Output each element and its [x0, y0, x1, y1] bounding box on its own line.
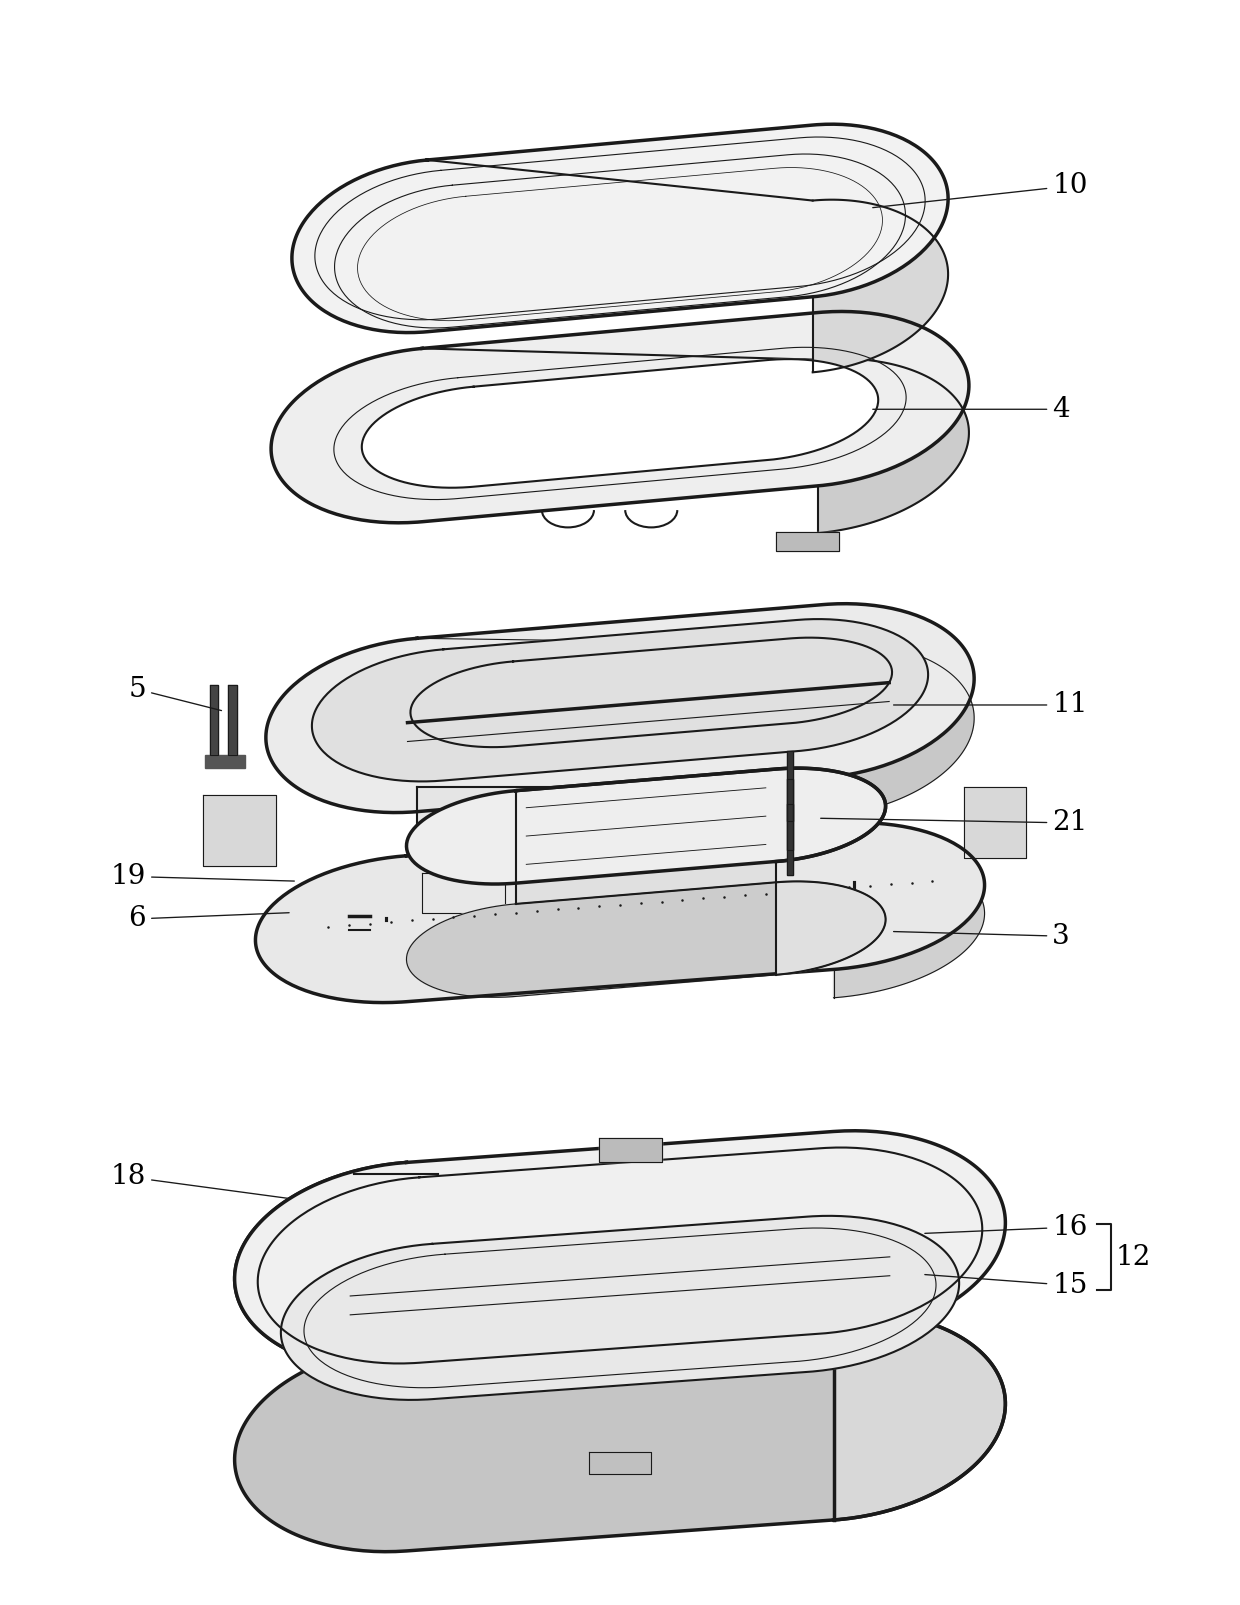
Text: 16: 16	[925, 1213, 1087, 1241]
Text: 21: 21	[821, 809, 1087, 836]
Polygon shape	[312, 620, 928, 782]
Text: 3: 3	[894, 923, 1070, 950]
Text: 10: 10	[873, 172, 1087, 207]
Text: 11: 11	[894, 692, 1087, 719]
Polygon shape	[786, 778, 792, 849]
Polygon shape	[786, 804, 792, 875]
Text: 6: 6	[129, 905, 289, 933]
Polygon shape	[234, 1311, 1006, 1552]
Polygon shape	[281, 1217, 959, 1400]
Polygon shape	[203, 794, 277, 865]
Text: 15: 15	[925, 1271, 1087, 1298]
Polygon shape	[776, 533, 838, 551]
Polygon shape	[407, 791, 776, 997]
Polygon shape	[407, 823, 985, 998]
Text: 4: 4	[873, 396, 1070, 422]
Text: 12: 12	[1116, 1244, 1151, 1271]
Polygon shape	[255, 823, 985, 1003]
Polygon shape	[228, 684, 237, 756]
Polygon shape	[516, 769, 885, 974]
Polygon shape	[210, 684, 218, 756]
Polygon shape	[265, 603, 975, 812]
Polygon shape	[234, 1132, 1006, 1371]
Polygon shape	[407, 769, 885, 884]
Text: 5: 5	[129, 676, 222, 711]
Polygon shape	[291, 124, 949, 332]
Polygon shape	[558, 873, 630, 913]
Polygon shape	[599, 1138, 662, 1162]
Polygon shape	[407, 1132, 1006, 1520]
Polygon shape	[422, 873, 506, 913]
Polygon shape	[234, 1162, 833, 1552]
Polygon shape	[818, 311, 968, 533]
Polygon shape	[693, 873, 755, 905]
Text: 18: 18	[110, 1164, 289, 1199]
Polygon shape	[206, 756, 246, 767]
Polygon shape	[812, 124, 949, 372]
Polygon shape	[362, 360, 878, 488]
Polygon shape	[407, 881, 885, 997]
Polygon shape	[823, 603, 975, 817]
Polygon shape	[589, 1453, 651, 1473]
Polygon shape	[786, 751, 792, 822]
Polygon shape	[272, 311, 968, 523]
Polygon shape	[963, 786, 1027, 857]
Polygon shape	[417, 786, 823, 873]
Text: 19: 19	[110, 863, 294, 889]
